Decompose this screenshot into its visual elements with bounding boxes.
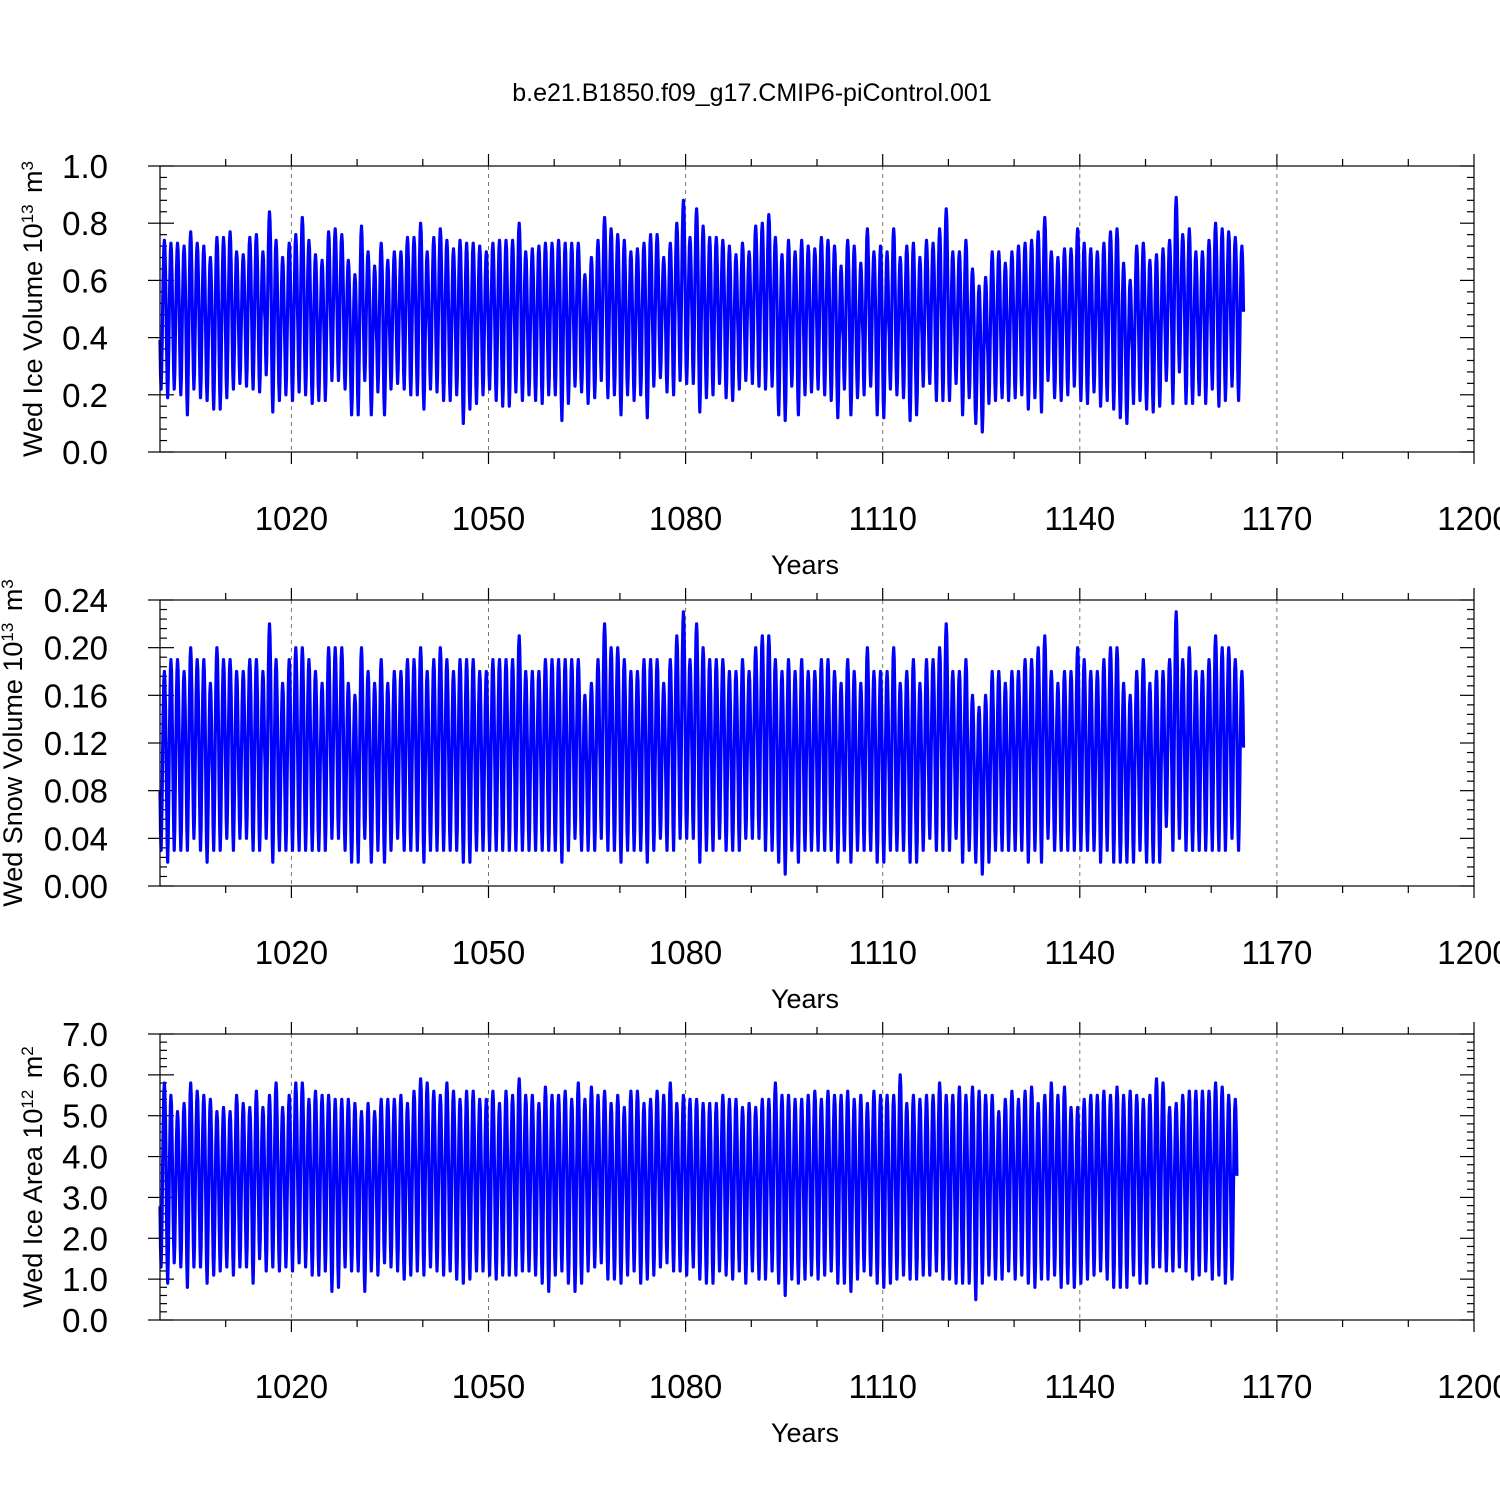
- x-tick-label: 1050: [452, 1368, 525, 1405]
- y-tick-label: 5.0: [62, 1098, 108, 1135]
- y-tick-label: 0.12: [44, 725, 108, 762]
- y-tick-label: 4.0: [62, 1139, 108, 1176]
- y-tick-label: 1.0: [62, 148, 108, 185]
- x-tick-label: 1140: [1044, 500, 1115, 537]
- y-tick-label: 0.24: [44, 582, 108, 619]
- panel-ice-volume: 0.0 0.2 0.4 0.6 0.8 1.0 1020 1050 1080 1110 1140 1…: [18, 148, 1500, 580]
- ice-volume-plot-frame: [159, 165, 1475, 453]
- snow-volume-series-line: [158, 610, 1246, 876]
- x-tick-label: 1020: [255, 934, 328, 971]
- x-tick-label: 1050: [452, 500, 525, 537]
- x-tick-label: 1200: [1437, 934, 1500, 971]
- y-tick-label: 0.8: [62, 205, 108, 242]
- x-tick-label: 1140: [1044, 934, 1115, 971]
- x-tick-label: 1200: [1437, 1368, 1500, 1405]
- y-tick-label: 1.0: [62, 1261, 108, 1298]
- ice-area-ylabel-unit-exponent: 2: [18, 1046, 37, 1055]
- snow-volume-ylabel-text: Wed Snow Volume 10: [0, 642, 28, 907]
- ice-volume-series-line: [158, 195, 1246, 434]
- ice-volume-ylabel: Wed Ice Volume 1013 m3: [18, 161, 49, 457]
- y-tick-label: 7.0: [62, 1016, 108, 1053]
- ice-volume-xlabel: Years: [771, 550, 839, 580]
- y-tick-label: 0.04: [44, 820, 108, 857]
- x-tick-label: 1050: [452, 934, 525, 971]
- x-tick-label: 1080: [649, 1368, 722, 1405]
- ice-volume-ylabel-unit: m: [18, 170, 48, 200]
- x-tick-label: 1110: [848, 934, 917, 971]
- y-tick-label: 6.0: [62, 1057, 108, 1094]
- snow-volume-ylabel-unit-exponent: 3: [0, 579, 17, 588]
- figure-title: b.e21.B1850.f09_g17.CMIP6-piControl.001: [512, 79, 992, 107]
- x-tick-label: 1170: [1241, 500, 1312, 537]
- ice-area-plot-frame: [159, 1033, 1475, 1321]
- x-tick-label: 1020: [255, 500, 328, 537]
- x-tick-label: 1110: [848, 1368, 917, 1405]
- y-tick-label: 2.0: [62, 1220, 108, 1257]
- x-tick-label: 1110: [848, 500, 917, 537]
- ice-volume-ylabel-exponent: 13: [18, 204, 37, 223]
- x-tick-label: 1080: [649, 500, 722, 537]
- snow-volume-ylabel: Wed Snow Volume 1013 m3: [0, 579, 28, 907]
- snow-volume-plot-frame: [159, 599, 1475, 887]
- ice-area-xlabel: Years: [771, 1418, 839, 1448]
- snow-volume-xlabel: Years: [771, 984, 839, 1014]
- ice-area-ylabel-exponent: 12: [18, 1090, 37, 1109]
- y-tick-label: 3.0: [62, 1179, 108, 1216]
- y-tick-label: 0.20: [44, 630, 108, 667]
- y-tick-label: 0.16: [44, 677, 108, 714]
- y-tick-label: 0.00: [44, 868, 108, 905]
- snow-volume-ylabel-exponent: 13: [0, 623, 17, 642]
- x-tick-label: 1080: [649, 934, 722, 971]
- ice-area-series-line: [158, 1073, 1239, 1302]
- ice-area-ylabel: Wed Ice Area 1012 m2: [18, 1046, 49, 1308]
- x-tick-label: 1170: [1241, 934, 1312, 971]
- y-tick-label: 0.4: [62, 320, 108, 357]
- panel-snow-volume: 0.00 0.04 0.08 0.12 0.16 0.20 0.24 1020 1050 108…: [0, 579, 1500, 1014]
- y-tick-label: 0.6: [62, 262, 108, 299]
- x-tick-label: 1140: [1044, 1368, 1115, 1405]
- y-tick-label: 0.0: [62, 1302, 108, 1339]
- panel-ice-area: 0.0 1.0 2.0 3.04.0 5.0 6.0 7.0 1020 1050 1080 111…: [18, 1016, 1500, 1448]
- x-tick-label: 1170: [1241, 1368, 1312, 1405]
- ice-volume-ylabel-text: Wed Ice Volume 10: [18, 223, 48, 457]
- y-tick-label: 0.08: [44, 773, 108, 810]
- y-tick-label: 0.0: [62, 434, 108, 471]
- x-tick-label: 1200: [1437, 500, 1500, 537]
- x-tick-label: 1020: [255, 1368, 328, 1405]
- ice-area-ylabel-text: Wed Ice Area 10: [18, 1109, 48, 1308]
- y-tick-label: 0.2: [62, 377, 108, 414]
- ice-volume-ylabel-unit-exponent: 3: [18, 161, 37, 170]
- ice-area-ylabel-unit: m: [18, 1056, 48, 1086]
- snow-volume-ylabel-unit: m: [0, 589, 28, 619]
